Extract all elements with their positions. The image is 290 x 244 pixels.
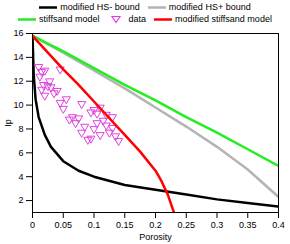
- svg-text:0.05: 0.05: [54, 220, 72, 230]
- svg-text:16: 16: [13, 28, 23, 38]
- svg-text:Porosity: Porosity: [139, 232, 172, 242]
- svg-text:0.25: 0.25: [177, 220, 195, 230]
- svg-text:0.2: 0.2: [149, 220, 162, 230]
- svg-text:4: 4: [18, 172, 23, 182]
- svg-text:Ip: Ip: [3, 119, 13, 127]
- svg-text:14: 14: [13, 52, 23, 62]
- svg-text:12: 12: [13, 76, 23, 86]
- html-text:stiffsand model: stiffsand model: [39, 14, 100, 24]
- svg-text:0.1: 0.1: [88, 220, 101, 230]
- svg-text:6: 6: [18, 148, 23, 158]
- html-text:modified HS- bound: modified HS- bound: [60, 2, 140, 12]
- svg-text:10: 10: [13, 100, 23, 110]
- svg-text:0.15: 0.15: [116, 220, 134, 230]
- svg-text:0.3: 0.3: [211, 220, 224, 230]
- svg-text:2: 2: [18, 195, 23, 205]
- html-text:modified stiffsand model: modified stiffsand model: [175, 14, 272, 24]
- svg-text:0.35: 0.35: [239, 220, 257, 230]
- svg-text:8: 8: [18, 124, 23, 134]
- svg-text:0: 0: [30, 220, 35, 230]
- html-text:modified HS+ bound: modified HS+ bound: [168, 2, 251, 12]
- svg-text:0.4: 0.4: [272, 220, 285, 230]
- html-text:data: data: [128, 14, 146, 24]
